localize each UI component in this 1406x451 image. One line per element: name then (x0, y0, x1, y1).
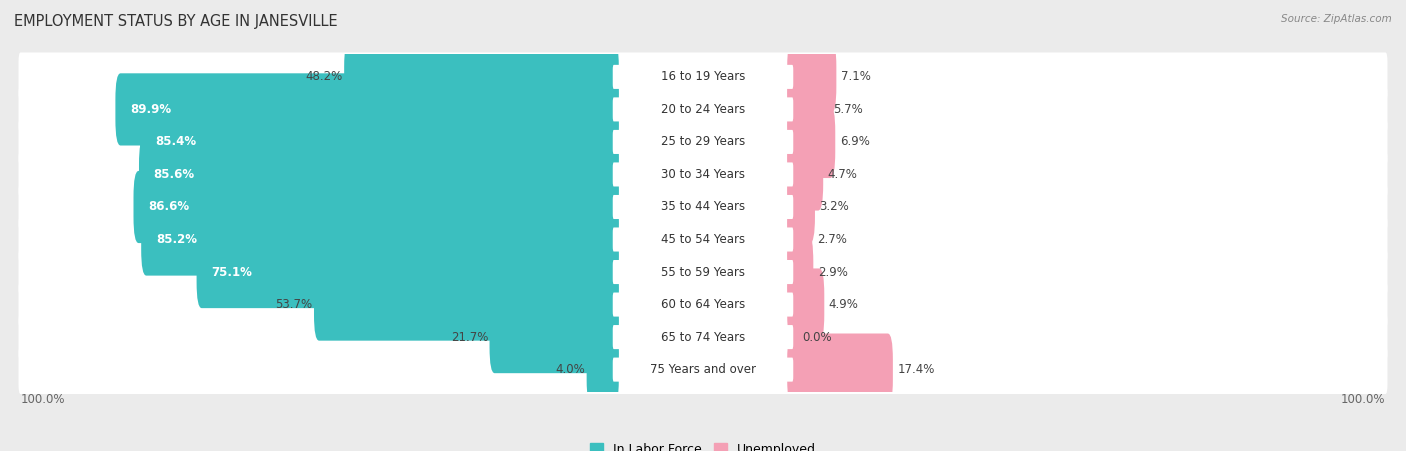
FancyBboxPatch shape (613, 293, 793, 317)
FancyBboxPatch shape (787, 171, 815, 243)
FancyBboxPatch shape (613, 97, 793, 121)
FancyBboxPatch shape (787, 74, 828, 146)
FancyBboxPatch shape (613, 65, 793, 89)
FancyBboxPatch shape (197, 236, 619, 308)
Text: 21.7%: 21.7% (451, 331, 488, 344)
FancyBboxPatch shape (134, 171, 619, 243)
FancyBboxPatch shape (18, 150, 1388, 199)
FancyBboxPatch shape (314, 268, 619, 341)
FancyBboxPatch shape (787, 236, 813, 308)
Text: 2.9%: 2.9% (818, 266, 848, 279)
FancyBboxPatch shape (787, 268, 824, 341)
FancyBboxPatch shape (18, 183, 1388, 231)
Text: 65 to 74 Years: 65 to 74 Years (661, 331, 745, 344)
FancyBboxPatch shape (18, 248, 1388, 296)
FancyBboxPatch shape (787, 41, 837, 113)
Text: 0.0%: 0.0% (801, 331, 831, 344)
Text: 48.2%: 48.2% (305, 70, 343, 83)
Text: 89.9%: 89.9% (131, 103, 172, 116)
FancyBboxPatch shape (18, 85, 1388, 134)
Text: 30 to 34 Years: 30 to 34 Years (661, 168, 745, 181)
Text: 100.0%: 100.0% (21, 393, 65, 406)
Text: 3.2%: 3.2% (820, 201, 849, 213)
Text: 45 to 54 Years: 45 to 54 Years (661, 233, 745, 246)
Text: 100.0%: 100.0% (1341, 393, 1385, 406)
Text: 86.6%: 86.6% (148, 201, 190, 213)
Text: EMPLOYMENT STATUS BY AGE IN JANESVILLE: EMPLOYMENT STATUS BY AGE IN JANESVILLE (14, 14, 337, 28)
Text: 85.4%: 85.4% (155, 135, 195, 148)
FancyBboxPatch shape (18, 313, 1388, 361)
FancyBboxPatch shape (18, 118, 1388, 166)
FancyBboxPatch shape (613, 260, 793, 284)
FancyBboxPatch shape (344, 41, 619, 113)
Legend: In Labor Force, Unemployed: In Labor Force, Unemployed (585, 437, 821, 451)
Text: 5.7%: 5.7% (834, 103, 863, 116)
Text: 75 Years and over: 75 Years and over (650, 363, 756, 376)
FancyBboxPatch shape (613, 325, 793, 349)
FancyBboxPatch shape (18, 345, 1388, 394)
FancyBboxPatch shape (18, 215, 1388, 264)
Text: 20 to 24 Years: 20 to 24 Years (661, 103, 745, 116)
FancyBboxPatch shape (787, 333, 893, 406)
Text: 4.9%: 4.9% (828, 298, 859, 311)
Text: 16 to 19 Years: 16 to 19 Years (661, 70, 745, 83)
Text: 6.9%: 6.9% (839, 135, 869, 148)
Text: 17.4%: 17.4% (897, 363, 935, 376)
FancyBboxPatch shape (613, 195, 793, 219)
Text: 2.7%: 2.7% (817, 233, 846, 246)
FancyBboxPatch shape (18, 280, 1388, 329)
FancyBboxPatch shape (787, 203, 813, 276)
FancyBboxPatch shape (787, 106, 835, 178)
Text: 55 to 59 Years: 55 to 59 Years (661, 266, 745, 279)
Text: 85.6%: 85.6% (153, 168, 195, 181)
Text: 60 to 64 Years: 60 to 64 Years (661, 298, 745, 311)
Text: 35 to 44 Years: 35 to 44 Years (661, 201, 745, 213)
Text: 53.7%: 53.7% (276, 298, 312, 311)
Text: 4.7%: 4.7% (828, 168, 858, 181)
FancyBboxPatch shape (613, 162, 793, 187)
Text: 85.2%: 85.2% (156, 233, 197, 246)
FancyBboxPatch shape (489, 301, 619, 373)
FancyBboxPatch shape (586, 333, 619, 406)
Text: 25 to 29 Years: 25 to 29 Years (661, 135, 745, 148)
FancyBboxPatch shape (141, 106, 619, 178)
FancyBboxPatch shape (141, 203, 619, 276)
FancyBboxPatch shape (787, 138, 823, 211)
Text: 7.1%: 7.1% (841, 70, 870, 83)
FancyBboxPatch shape (613, 358, 793, 382)
Text: Source: ZipAtlas.com: Source: ZipAtlas.com (1281, 14, 1392, 23)
FancyBboxPatch shape (613, 130, 793, 154)
FancyBboxPatch shape (18, 52, 1388, 101)
FancyBboxPatch shape (115, 74, 619, 146)
Text: 75.1%: 75.1% (211, 266, 252, 279)
FancyBboxPatch shape (139, 138, 619, 211)
Text: 4.0%: 4.0% (555, 363, 585, 376)
FancyBboxPatch shape (613, 227, 793, 252)
